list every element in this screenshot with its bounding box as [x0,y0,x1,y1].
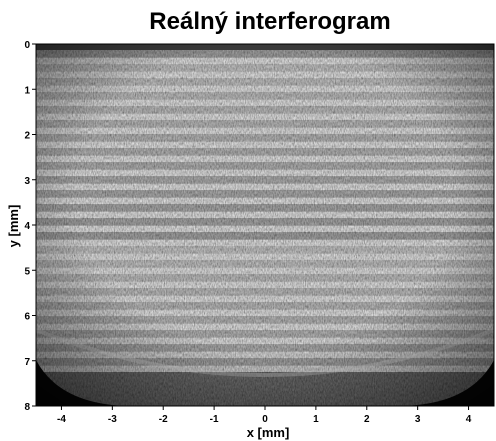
x-tick-label: 0 [262,414,268,425]
y-tick-label: 3 [24,176,30,187]
y-tick-label: 5 [24,266,30,277]
y-tick-label: 7 [24,357,30,368]
x-tick-label: 1 [313,414,319,425]
x-tick-label: 4 [466,414,472,425]
x-tick-label: -2 [159,414,168,425]
y-axis-ticks: 0 1 2 3 4 5 6 7 8 [24,40,36,413]
x-tick-label: -3 [108,414,117,425]
y-axis-label: y [mm] [6,205,21,248]
x-axis-label: x [mm] [247,425,290,440]
x-tick-label: 3 [415,414,421,425]
x-tick-label: 2 [364,414,370,425]
x-tick-label: -1 [210,414,219,425]
y-tick-label: 4 [24,221,30,232]
chart-title: Reálný interferogram [149,8,390,35]
x-tick-label: -4 [57,414,66,425]
y-tick-label: 2 [24,131,30,142]
interferogram-image [36,44,494,406]
x-axis-ticks: -4 -3 -2 -1 0 1 2 3 4 [57,406,472,425]
y-tick-label: 6 [24,312,30,323]
y-tick-label: 0 [24,40,30,51]
y-tick-label: 1 [24,85,30,96]
y-tick-label: 8 [24,402,30,413]
